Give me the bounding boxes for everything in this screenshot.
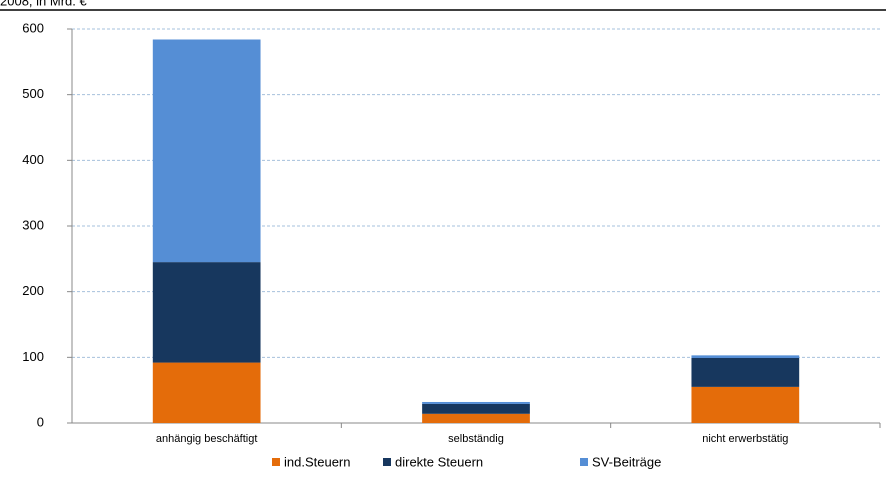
y-tick-label: 600 [22, 20, 44, 35]
y-tick-label: 100 [22, 349, 44, 364]
x-tick-label: nicht erwerbstätig [702, 433, 788, 445]
y-tick-label: 0 [37, 414, 44, 429]
y-tick-label: 500 [22, 86, 44, 101]
chart-subtitle: 2008, in Mrd. € [0, 0, 87, 8]
y-tick-label: 300 [22, 217, 44, 232]
legend-swatch [383, 458, 391, 466]
bar-segment [691, 357, 800, 387]
bar-segment [691, 386, 800, 423]
legend-label: SV-Beiträge [592, 454, 661, 469]
bar-segment [152, 262, 261, 363]
bar-segment [422, 401, 530, 404]
x-tick-label: anhängig beschäftigt [156, 433, 258, 445]
legend-swatch [580, 458, 588, 466]
y-tick-label: 400 [22, 152, 44, 167]
bar-segment [152, 39, 261, 263]
bar-segment [422, 403, 530, 414]
bar-segment [422, 413, 530, 423]
legend-label: ind.Steuern [284, 454, 351, 469]
legend-swatch [272, 458, 280, 466]
x-tick-label: selbständig [448, 433, 504, 445]
legend-label: direkte Steuern [395, 454, 483, 469]
bar-segment [152, 362, 261, 423]
y-tick-label: 200 [22, 283, 44, 298]
bar-segment [691, 355, 800, 358]
